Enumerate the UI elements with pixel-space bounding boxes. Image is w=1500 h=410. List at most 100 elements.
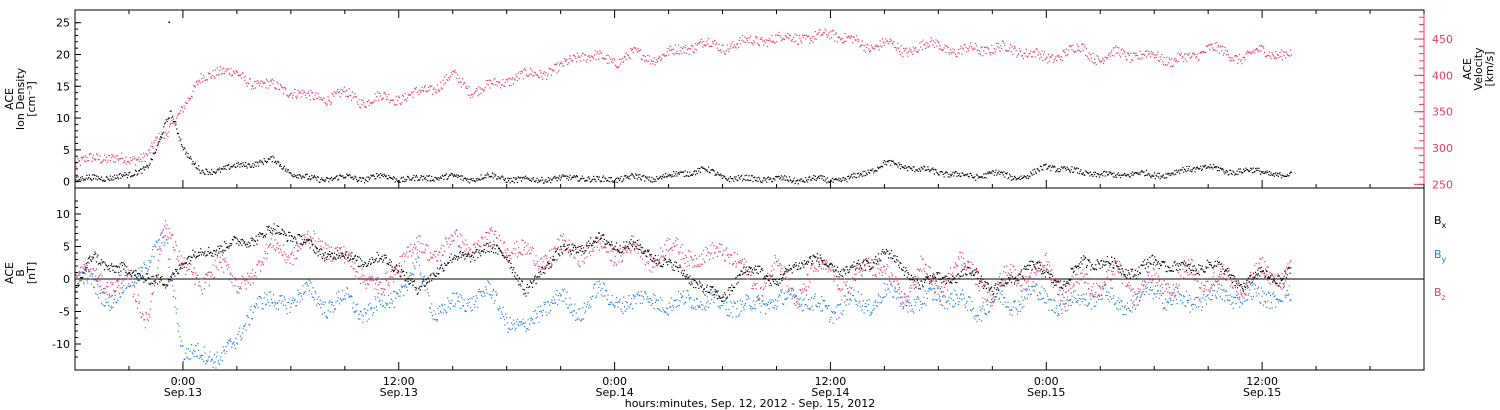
data-point (680, 171, 682, 173)
data-point (355, 96, 358, 98)
data-point (1024, 296, 1026, 298)
data-point (831, 180, 833, 182)
data-point (255, 303, 257, 305)
data-point (215, 265, 217, 267)
data-point (326, 177, 328, 179)
data-point (461, 175, 464, 177)
data-point (1044, 58, 1046, 61)
data-point (771, 41, 774, 43)
data-point (1245, 299, 1247, 301)
data-point (696, 172, 698, 174)
data-point (286, 94, 288, 96)
data-point (474, 181, 476, 183)
data-point (1160, 58, 1162, 60)
data-point (1073, 167, 1075, 169)
data-point (111, 179, 113, 181)
data-point (741, 39, 743, 41)
data-point (654, 64, 656, 66)
data-point (449, 308, 451, 310)
data-point (1266, 170, 1268, 172)
data-point (1045, 163, 1047, 165)
data-point (927, 290, 929, 292)
data-point (475, 295, 477, 297)
data-point (993, 48, 995, 50)
data-point (611, 59, 613, 61)
data-point (389, 302, 391, 304)
data-point (839, 304, 841, 306)
data-point (245, 82, 247, 84)
data-point (916, 50, 918, 52)
data-point (519, 71, 521, 73)
data-point (508, 327, 510, 329)
data-point (304, 91, 306, 93)
data-point (877, 168, 880, 170)
data-point (498, 306, 500, 308)
data-point (431, 175, 433, 178)
data-point (1261, 45, 1263, 48)
data-point (894, 47, 897, 49)
data-point (435, 318, 437, 320)
data-point (689, 171, 691, 173)
data-point (147, 167, 149, 169)
data-point (797, 43, 799, 45)
data-point (983, 301, 985, 304)
data-point (456, 174, 458, 176)
data-point (975, 45, 978, 47)
data-point (1214, 294, 1216, 296)
data-point (824, 305, 826, 307)
data-point (266, 162, 268, 164)
data-point (588, 304, 590, 306)
data-point (308, 178, 310, 180)
data-point (688, 298, 690, 300)
data-point (108, 294, 110, 296)
data-point (124, 172, 126, 174)
data-point (676, 175, 678, 177)
data-point (934, 168, 936, 170)
data-point (162, 236, 164, 238)
data-point (1182, 56, 1184, 58)
data-point (696, 298, 698, 300)
data-point (580, 319, 582, 321)
data-point (808, 35, 810, 37)
data-point (1195, 168, 1197, 170)
data-point (1040, 165, 1042, 168)
data-point (325, 104, 328, 106)
data-point (819, 29, 821, 31)
data-point (928, 168, 930, 170)
data-point (324, 181, 326, 183)
data-point (131, 278, 133, 280)
data-point (707, 43, 709, 45)
data-point (665, 54, 668, 56)
data-point (158, 238, 160, 241)
data-point (408, 283, 410, 285)
data-point (358, 179, 360, 181)
data-point (123, 160, 125, 162)
data-point (657, 308, 659, 310)
data-point (478, 178, 481, 180)
data-point (341, 289, 344, 292)
data-point (893, 296, 895, 299)
data-point (682, 171, 685, 173)
data-point (1213, 163, 1215, 166)
data-point (1195, 306, 1198, 308)
data-point (937, 41, 939, 43)
data-point (549, 310, 551, 312)
data-point (141, 160, 143, 163)
data-point (1224, 290, 1226, 292)
data-point (1264, 172, 1266, 174)
data-point (704, 45, 706, 47)
data-point (598, 53, 600, 55)
data-point (582, 318, 585, 320)
data-point (1260, 173, 1262, 175)
data-point (104, 159, 107, 161)
data-point (878, 166, 880, 169)
data-point (949, 303, 951, 305)
data-point (805, 177, 807, 179)
data-point (1113, 295, 1115, 297)
data-point (393, 103, 396, 105)
data-point (944, 172, 946, 174)
data-point (1247, 169, 1249, 171)
data-point (519, 177, 521, 179)
data-point (164, 137, 166, 139)
data-point (308, 279, 310, 281)
